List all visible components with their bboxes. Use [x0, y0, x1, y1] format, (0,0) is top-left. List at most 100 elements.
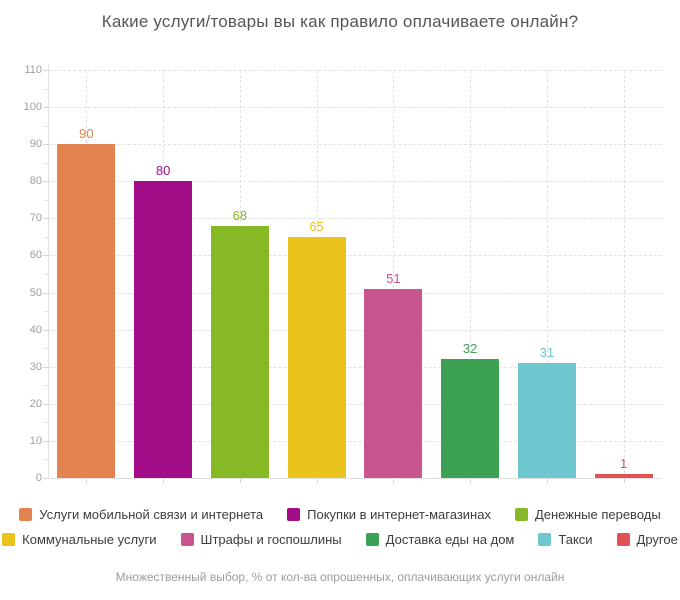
- y-axis-tick: [43, 218, 48, 220]
- legend-swatch: [287, 508, 301, 521]
- x-axis-tick: [623, 479, 625, 483]
- x-axis-tick: [163, 479, 165, 483]
- y-axis-minor-tick: [45, 199, 48, 201]
- legend-item: Такси: [538, 532, 593, 547]
- legend-swatch: [538, 533, 552, 546]
- bar: [594, 474, 653, 478]
- y-axis-label: 70: [29, 212, 42, 225]
- gridline-vertical: [470, 70, 472, 478]
- legend-swatch: [180, 533, 194, 546]
- legend-item: Доставка еды на дом: [365, 532, 515, 547]
- bar: [287, 236, 346, 478]
- y-axis-label: 80: [29, 175, 42, 188]
- y-axis-label: 10: [29, 434, 42, 447]
- legend-swatch: [514, 508, 528, 521]
- bar-value-label: 90: [79, 126, 94, 142]
- gridline-horizontal: [48, 292, 662, 294]
- y-axis-minor-tick: [45, 348, 48, 350]
- plot-area: 90 80 68 65 51 32 31 1: [48, 70, 662, 478]
- legend-item-label: Услуги мобильной связи и интернета: [39, 507, 264, 522]
- y-axis-minor-tick: [45, 385, 48, 387]
- y-axis-tick: [43, 144, 48, 146]
- x-axis-tick: [86, 479, 88, 483]
- y-axis-label: 100: [23, 101, 42, 114]
- y-axis-label: 0: [35, 472, 42, 484]
- legend-swatch: [616, 533, 630, 546]
- gridline-horizontal: [48, 366, 662, 368]
- gridline-horizontal: [48, 70, 662, 71]
- y-axis-label: 60: [29, 249, 42, 262]
- y-axis-minor-tick: [45, 311, 48, 313]
- legend-item: Услуги мобильной связи и интернета: [19, 507, 263, 522]
- x-axis-line: [48, 478, 662, 479]
- legend-item: Денежные переводы: [514, 507, 661, 522]
- y-axis-label: 30: [29, 360, 42, 373]
- y-axis-minor-tick: [45, 162, 48, 164]
- legend-row: Коммунальные услуги Штрафы и госпошлины До…: [2, 532, 678, 547]
- bar: [441, 359, 500, 478]
- legend-item-label: Доставка еды на дом: [385, 532, 515, 547]
- bar: [134, 181, 193, 478]
- y-axis-tick: [43, 440, 48, 442]
- legend-item: Другое: [616, 532, 678, 547]
- bar-value-label: 32: [462, 341, 478, 357]
- legend-swatch: [2, 533, 16, 546]
- y-axis-label: 110: [24, 64, 42, 76]
- gridline-horizontal: [48, 329, 662, 331]
- y-axis-tick: [43, 292, 48, 294]
- x-axis-tick: [239, 479, 241, 483]
- y-axis-tick: [43, 478, 48, 479]
- legend-item: Коммунальные услуги: [2, 532, 157, 547]
- gridline-vertical: [393, 70, 395, 478]
- chart-caption: Множественный выбор, % от кол-ва опрошен…: [115, 570, 565, 584]
- bar-value-label: 68: [232, 207, 248, 223]
- y-axis-tick: [43, 366, 48, 368]
- legend: Услуги мобильной связи и интернета Покупк…: [0, 507, 680, 547]
- gridline-horizontal: [48, 107, 662, 109]
- y-axis-tick: [43, 181, 48, 183]
- y-axis-tick: [43, 403, 48, 405]
- gridline-horizontal: [48, 218, 662, 220]
- gridline-horizontal: [48, 403, 662, 405]
- y-axis-tick: [43, 107, 48, 109]
- y-axis-minor-tick: [45, 274, 48, 275]
- y-axis-label: 90: [29, 138, 42, 151]
- gridline-horizontal: [48, 181, 662, 183]
- y-axis-minor-tick: [45, 459, 48, 461]
- y-axis-minor-tick: [45, 125, 48, 127]
- gridline-horizontal: [48, 440, 662, 442]
- y-axis-minor-tick: [45, 88, 48, 90]
- y-axis-line: [48, 64, 49, 478]
- x-axis-tick: [470, 479, 472, 483]
- legend-swatch: [365, 533, 379, 546]
- bar: [364, 288, 423, 478]
- bar: [57, 144, 116, 478]
- chart-title: Какие услуги/товары вы как правило оплач…: [101, 12, 579, 31]
- bar-value-label: 65: [309, 218, 324, 234]
- bar-value-label: 80: [155, 163, 171, 179]
- y-axis-tick: [43, 255, 48, 257]
- gridline-horizontal: [48, 144, 662, 146]
- bar-value-label: 1: [620, 456, 628, 472]
- x-axis-tick: [316, 479, 318, 483]
- y-axis-minor-tick: [45, 422, 48, 424]
- legend-swatch: [19, 508, 33, 521]
- x-axis-tick: [393, 479, 395, 483]
- y-axis-tick: [43, 329, 48, 331]
- legend-row: Услуги мобильной связи и интернета Покупк…: [19, 507, 661, 522]
- legend-item-label: Покупки в интернет-магазинах: [307, 507, 491, 522]
- y-axis-minor-tick: [45, 236, 48, 238]
- legend-item-label: Другое: [636, 532, 678, 547]
- x-axis-tick: [546, 479, 548, 483]
- legend-item-label: Денежные переводы: [534, 507, 661, 522]
- y-axis-label: 50: [29, 286, 42, 299]
- gridline-vertical: [623, 70, 625, 478]
- y-axis-label: 20: [29, 397, 42, 410]
- gridline-horizontal: [48, 255, 662, 257]
- bar-value-label: 51: [386, 270, 401, 286]
- bar: [517, 363, 576, 478]
- bar: [210, 225, 269, 478]
- legend-item: Покупки в интернет-магазинах: [287, 507, 491, 522]
- bar-value-label: 31: [539, 345, 555, 361]
